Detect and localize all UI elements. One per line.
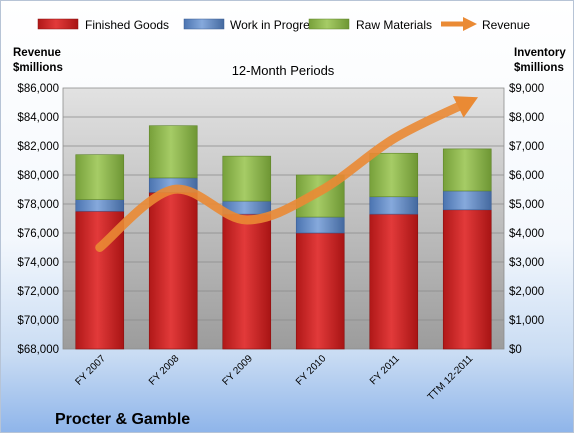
category-label: FY 2010 <box>294 353 329 388</box>
left-tick-label: $84,000 <box>17 112 59 124</box>
category-label: FY 2009 <box>220 353 255 388</box>
left-tick-label: $68,000 <box>17 344 59 356</box>
company-name: Procter & Gamble <box>55 411 190 428</box>
right-tick-label: $3,000 <box>509 257 544 269</box>
legend-swatch-raw-materials <box>308 18 350 30</box>
right-tick-label: $4,000 <box>509 228 544 240</box>
right-tick-label: $0 <box>509 344 522 356</box>
legend-item-work-in-progress: Work in Progress <box>183 18 322 32</box>
right-tick-label: $9,000 <box>509 83 544 95</box>
bar-raw-materials <box>442 148 492 192</box>
category-labels: FY 2007 FY 2008 FY 2009 FY 2010 FY 2011 TTM 1… <box>73 353 475 403</box>
bar-raw-materials <box>75 154 125 200</box>
right-tick-label: $8,000 <box>509 112 544 124</box>
legend-item-finished-goods: Finished Goods <box>37 18 169 32</box>
left-tick-label: $78,000 <box>17 199 59 211</box>
category-label: FY 2011 <box>368 353 402 387</box>
right-axis-title-line2: $millions <box>514 62 564 74</box>
bar-raw-materials <box>148 125 198 179</box>
legend-swatch-finished-goods <box>37 18 79 30</box>
bar-raw-materials <box>222 155 272 202</box>
legend-label-finished-goods: Finished Goods <box>85 18 169 32</box>
category-label: FY 2008 <box>147 353 182 388</box>
bar-finished-goods <box>295 232 345 350</box>
legend: Finished Goods Work in Progress Raw Mate… <box>37 17 530 32</box>
right-axis-title-line1: Inventory <box>514 47 566 59</box>
left-tick-label: $80,000 <box>17 170 59 182</box>
bar-raw-materials <box>369 152 419 198</box>
legend-swatch-work-in-progress <box>183 18 225 30</box>
left-axis-title-line2: $millions <box>13 62 63 74</box>
left-tick-label: $70,000 <box>17 315 59 327</box>
revenue-line-path <box>95 98 472 252</box>
legend-label-work-in-progress: Work in Progress <box>230 18 322 32</box>
legend-label-raw-materials: Raw Materials <box>356 18 432 32</box>
category-label: FY 2007 <box>73 353 108 388</box>
bar-work-in-progress <box>442 190 492 211</box>
legend-item-raw-materials: Raw Materials <box>308 18 432 32</box>
right-tick-label: $2,000 <box>509 286 544 298</box>
right-tick-label: $6,000 <box>509 170 544 182</box>
left-tick-label: $86,000 <box>17 83 59 95</box>
legend-arrowhead-revenue <box>463 17 477 31</box>
left-tick-label: $74,000 <box>17 257 59 269</box>
chart-subtitle: 12-Month Periods <box>232 63 335 78</box>
bar-finished-goods <box>148 192 198 350</box>
left-tick-label: $82,000 <box>17 141 59 153</box>
legend-label-revenue: Revenue <box>482 18 530 32</box>
right-tick-label: $5,000 <box>509 199 544 211</box>
right-axis-ticks: $0 $1,000 $2,000 $3,000 $4,000 $5,000 $6,000 $7… <box>509 83 544 356</box>
legend-item-revenue: Revenue <box>441 17 530 32</box>
right-tick-label: $7,000 <box>509 141 544 153</box>
right-tick-label: $1,000 <box>509 315 544 327</box>
left-axis-title-line1: Revenue <box>13 47 61 59</box>
revenue-line <box>95 96 479 252</box>
left-axis-ticks: $68,000 $70,000 $72,000 $74,000 $76,000 $78,0… <box>17 83 59 356</box>
bar-finished-goods <box>222 213 272 350</box>
bar-work-in-progress <box>295 216 345 234</box>
bar-finished-goods <box>369 213 419 350</box>
bar-work-in-progress <box>369 196 419 215</box>
bar-finished-goods <box>442 209 492 350</box>
revenue-arrowhead <box>452 96 479 118</box>
left-tick-label: $76,000 <box>17 228 59 240</box>
left-tick-label: $72,000 <box>17 286 59 298</box>
bar-work-in-progress <box>75 199 125 212</box>
category-label: TTM 12-2011 <box>426 353 476 403</box>
bar-series <box>75 125 492 350</box>
